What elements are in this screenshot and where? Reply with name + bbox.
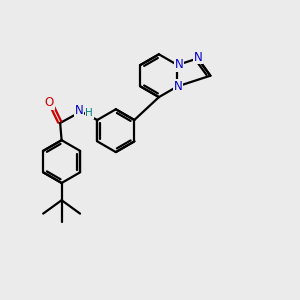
Text: O: O (45, 96, 54, 109)
Text: N: N (175, 58, 183, 71)
Text: N: N (194, 51, 202, 64)
Text: H: H (85, 108, 93, 118)
Text: N: N (74, 104, 83, 117)
Text: N: N (174, 80, 182, 93)
